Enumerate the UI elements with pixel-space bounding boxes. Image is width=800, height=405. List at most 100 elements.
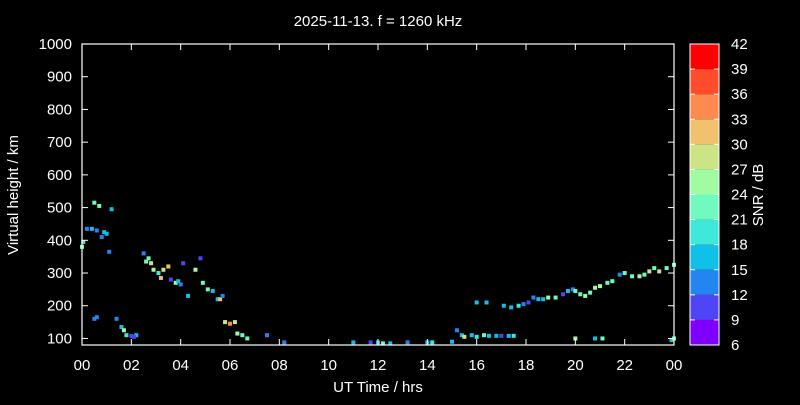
colorbar-tick-label: 42 [731,36,748,53]
data-point [168,277,173,282]
data-point [218,297,223,302]
data-point [141,251,146,256]
colorbar-tick-label: 21 [731,212,748,229]
data-point [146,256,151,261]
x-tick-label: 06 [222,357,239,374]
data-point [469,333,474,338]
data-point [642,272,647,277]
data-point [92,200,97,205]
data-point [240,333,245,338]
data-point [144,259,149,264]
data-point [454,328,459,333]
colorbar-label: SNR / dB [750,164,767,227]
data-point [647,269,652,274]
data-point [570,287,575,292]
colorbar: 6 9 12 15 18 21 24 27 30 33 36 39 42 [689,36,748,354]
data-point [593,285,598,290]
data-point [546,295,551,300]
colorbar-segment [690,94,719,120]
data-point [228,321,232,326]
data-point [511,333,516,338]
data-point [109,207,114,212]
data-point [97,203,102,208]
data-point [368,340,373,345]
data-point [541,297,546,302]
x-tick-label: 08 [271,357,288,374]
data-point [119,325,124,330]
data-point [104,231,109,236]
data-point [450,339,454,344]
colorbar-segment [690,219,719,245]
data-point [565,289,570,294]
data-point [176,279,181,284]
data-point [200,280,205,285]
colorbar-tick-label: 12 [731,287,748,304]
data-point [235,331,240,336]
colorbar-tick-label: 15 [731,262,748,279]
y-tick-label: 600 [47,167,72,184]
data-point [131,334,136,339]
data-point [156,271,161,276]
colorbar-segment [690,119,719,145]
data-point [487,333,491,338]
x-tick-label: 02 [123,357,140,374]
data-point [94,315,99,320]
colorbar-tick-label: 9 [731,312,739,329]
y-tick-label: 900 [47,69,72,86]
data-point [166,264,171,269]
data-point [561,292,565,297]
x-tick-label: 18 [518,357,535,374]
data-point [173,280,178,285]
plot-frame [81,43,675,346]
data-point [84,226,89,231]
colorbar-segment [690,319,719,345]
data-point [630,274,635,279]
data-point [573,336,578,341]
data-point [583,293,588,298]
data-point [578,292,583,297]
data-point [351,340,356,345]
data-point [178,282,183,287]
data-point [107,249,112,254]
colorbar-tick-label: 30 [731,136,748,153]
data-point [459,333,464,338]
colorbar-segment [690,244,719,270]
data-point [501,303,506,308]
data-point [245,336,250,341]
y-tick-label: 800 [47,101,72,118]
data-point [573,289,578,294]
x-tick-label: 00 [74,357,91,374]
data-point [151,267,156,272]
data-point [220,293,225,298]
x-tick-label: 20 [567,357,584,374]
data-point [617,272,622,277]
data-point [516,303,521,308]
data-point [161,267,166,272]
data-point [588,290,593,295]
x-tick-label: 12 [370,357,387,374]
data-point [223,320,228,325]
data-point [149,261,154,266]
y-axis-label: Virtual height / km [5,135,22,255]
data-point [482,333,487,338]
y-tick-label: 200 [47,298,72,315]
data-point [494,333,499,338]
data-point [499,333,504,338]
data-point [81,239,86,244]
data-point [657,269,662,274]
data-point [388,341,393,346]
data-point [474,334,479,339]
colorbar-segment [690,269,719,295]
data-point [526,300,531,305]
data-point [637,274,642,279]
colorbar-tick-label: 6 [731,337,739,354]
data-point [158,275,163,280]
data-point [610,279,615,284]
data-point [92,316,97,321]
data-point [536,297,541,302]
colorbar-tick-label: 33 [731,111,748,128]
data-point [181,261,186,266]
data-point [114,316,119,321]
x-tick-label: 04 [172,357,189,374]
